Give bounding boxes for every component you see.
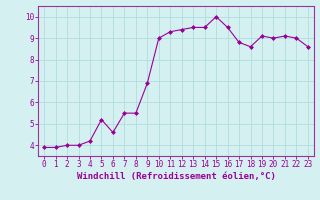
- X-axis label: Windchill (Refroidissement éolien,°C): Windchill (Refroidissement éolien,°C): [76, 172, 276, 181]
